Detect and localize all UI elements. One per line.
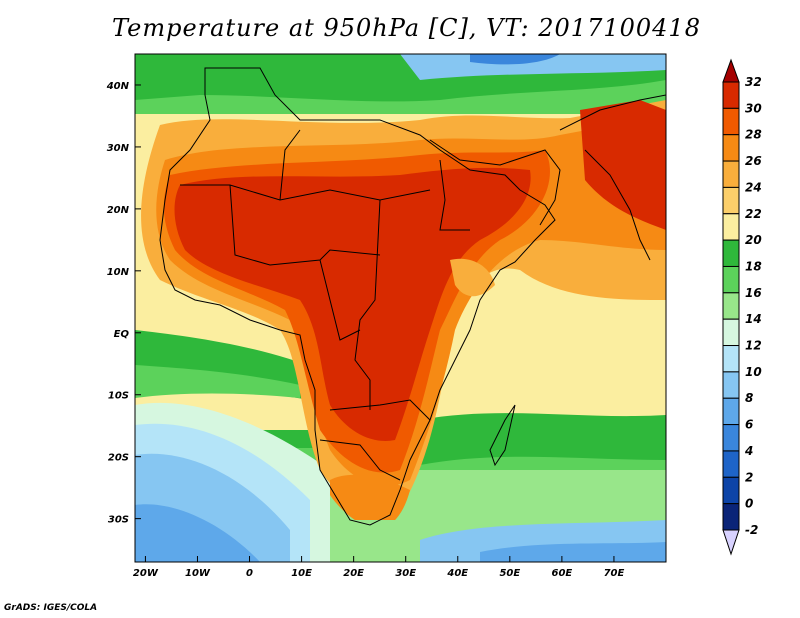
colorbar-swatch [722,292,740,320]
colorbar-swatch [722,81,740,109]
colorbar-swatch [722,265,740,294]
colorbar-swatch [722,318,740,347]
colorbar-swatch [722,371,740,399]
colorbar-label: 18 [745,259,762,273]
colorbar-swatch [722,476,740,505]
lon-tick-label: 20W [133,568,159,579]
latitude-axis: 40N 30N 20N 10N EQ 10S 20S 30S [106,81,141,526]
lon-tick-label: 10E [291,568,312,579]
lat-tick-label: 20S [108,453,129,464]
colorbar-swatch [722,186,740,215]
colorbar-top-triangle [722,58,740,83]
longitude-axis: 20W 10W 0 10E 20E 30E 40E 50E 60E 70E [133,556,625,579]
colorbar-label: 12 [745,339,762,353]
lon-tick-label: 60E [552,568,573,579]
lat-tick-label: EQ [114,329,130,340]
lat-tick-label: 30N [107,143,130,154]
colorbar-label: 28 [745,128,762,142]
lon-tick-label: 50E [499,568,520,579]
colorbar-swatch [722,134,740,162]
colorbar-swatch [722,160,740,188]
lon-tick-label: 30E [395,568,416,579]
colorbar-swatch [722,239,740,267]
map-frame [134,53,667,563]
colorbar-label: 20 [745,233,762,247]
coastlines [159,67,666,526]
colorbar-swatch [722,397,740,426]
lat-tick-label: 10S [108,391,129,402]
lon-tick-label: 0 [246,568,253,579]
lon-tick-label: 10W [185,568,211,579]
colorbar-swatch [722,213,740,241]
colorbar-label: 10 [745,365,762,379]
colorbar-label: 32 [745,75,762,89]
colorbar-label: 22 [745,207,762,221]
colorbar-label: 30 [745,101,762,115]
lat-tick-label: 20N [107,205,130,216]
lat-tick-label: 10N [107,267,130,278]
colorbar-swatch [722,450,740,478]
lat-tick-label: 30S [108,515,129,526]
colorbar-label: 24 [745,180,762,194]
grads-credit: GrADS: IGES/COLA [4,603,98,613]
colorbar-swatch [722,503,740,531]
colorbar-swatch [722,345,740,373]
colorbar-label: 0 [745,497,753,511]
colorbar-label: 14 [745,312,762,326]
temperature-field [135,54,666,562]
colorbar-label: 26 [745,154,762,168]
colorbar-label: 4 [744,444,753,458]
lon-tick-label: 70E [604,568,625,579]
colorbar-bottom-triangle [722,529,740,556]
lon-tick-label: 40E [446,568,468,579]
colorbar-label: 6 [745,418,753,432]
colorbar-swatch [722,424,740,452]
colorbar-swatch [722,107,740,136]
colorbar-label: 16 [745,286,762,300]
colorbar-label: 8 [745,391,753,405]
colorbar-label: 2 [745,470,753,484]
colorbar-label: -2 [745,523,758,537]
lat-tick-label: 40N [106,81,130,92]
lon-tick-label: 20E [343,568,364,579]
